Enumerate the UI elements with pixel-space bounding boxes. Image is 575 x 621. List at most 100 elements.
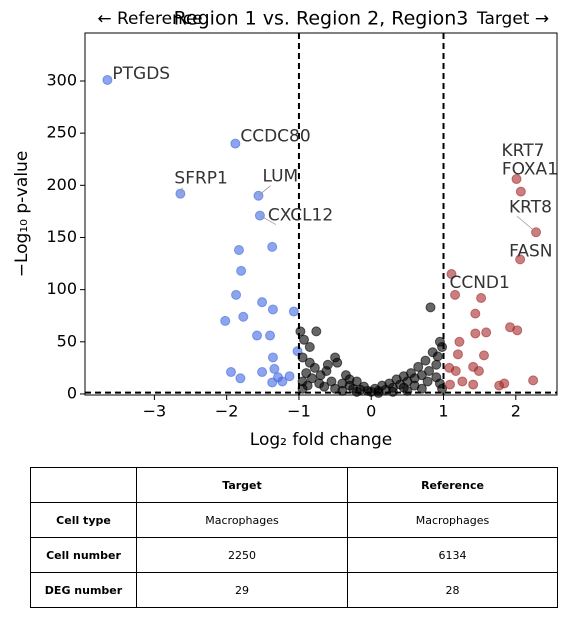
- chart-title: Region 1 vs. Region 2, Region3: [174, 8, 469, 30]
- data-point: [413, 361, 424, 372]
- data-point: [511, 174, 522, 185]
- point-label: CXCL12: [268, 206, 333, 226]
- data-point: [420, 355, 431, 366]
- right-annotation: Target →: [476, 9, 549, 29]
- data-point: [512, 325, 523, 336]
- y-tick-label: 250: [46, 123, 77, 142]
- point-label: CCND1: [449, 273, 509, 293]
- point-label: PTGDS: [112, 64, 170, 84]
- data-point: [306, 373, 317, 384]
- data-point: [454, 336, 465, 347]
- table-header: Target: [136, 467, 348, 503]
- data-point: [332, 357, 343, 368]
- y-axis-label: −Log₁₀ p-value: [12, 151, 32, 278]
- table-header: Reference: [347, 467, 558, 503]
- data-point: [446, 268, 457, 279]
- data-point: [473, 366, 484, 377]
- data-point: [267, 304, 278, 315]
- table-cell: 29: [136, 572, 348, 608]
- data-point: [265, 330, 276, 341]
- data-point: [252, 330, 263, 341]
- data-point: [528, 375, 539, 386]
- data-point: [481, 327, 492, 338]
- x-tick-label: 2: [511, 402, 521, 421]
- point-label: KRT8: [509, 197, 552, 217]
- data-point: [425, 302, 436, 313]
- data-point: [499, 378, 510, 389]
- data-point: [445, 379, 456, 390]
- data-point: [431, 372, 442, 383]
- table-cell: 2250: [136, 537, 348, 573]
- left-annotation: ← Reference: [97, 9, 202, 29]
- x-tick-label: 0: [366, 402, 376, 421]
- data-point: [267, 241, 278, 252]
- data-point: [220, 315, 231, 326]
- data-point: [314, 378, 325, 389]
- row-header: Cell number: [30, 537, 137, 573]
- x-tick-label: −1: [287, 402, 311, 421]
- x-tick-label: −3: [143, 402, 167, 421]
- y-tick-label: 100: [46, 279, 77, 298]
- data-point: [231, 289, 242, 300]
- data-point: [515, 186, 526, 197]
- data-point: [424, 366, 435, 377]
- data-point: [398, 382, 409, 393]
- data-point: [238, 311, 249, 322]
- y-tick-label: 50: [57, 331, 77, 350]
- data-point: [304, 342, 315, 353]
- leader-line: [516, 215, 537, 233]
- table-cell: 28: [347, 572, 558, 608]
- table-corner: [30, 467, 137, 503]
- point-label: SFRP1: [174, 169, 227, 189]
- data-point: [309, 362, 320, 373]
- data-point: [267, 377, 278, 388]
- table-cell: 6134: [347, 537, 558, 573]
- leader-line: [259, 215, 277, 225]
- point-label: CCDC80: [240, 127, 310, 147]
- plot-frame: [84, 32, 558, 396]
- y-tick-label: 150: [46, 227, 77, 246]
- data-point: [452, 349, 463, 360]
- table-cell: Macrophages: [136, 502, 348, 538]
- data-point: [437, 342, 448, 353]
- y-tick-label: 200: [46, 175, 77, 194]
- data-point: [450, 289, 461, 300]
- data-point: [470, 328, 481, 339]
- leader-line: [180, 187, 183, 194]
- data-point: [269, 363, 280, 374]
- data-point: [235, 373, 246, 384]
- data-point: [267, 352, 278, 363]
- row-header: DEG number: [30, 572, 137, 608]
- data-point: [344, 374, 355, 385]
- data-point: [311, 326, 322, 337]
- data-point: [457, 376, 468, 387]
- data-point: [233, 244, 244, 255]
- chart: ← Reference Target → Region 1 vs. Region…: [12, 8, 558, 451]
- data-point: [468, 379, 479, 390]
- data-point: [322, 359, 333, 370]
- table-cell: Macrophages: [347, 502, 558, 538]
- x-tick-label: 1: [438, 402, 448, 421]
- data-point: [422, 376, 433, 387]
- data-point: [102, 74, 113, 85]
- data-point: [277, 376, 288, 387]
- data-point: [284, 371, 295, 382]
- row-header: Cell type: [30, 502, 137, 538]
- data-point: [226, 367, 237, 378]
- leader-line: [258, 185, 271, 197]
- data-point: [230, 138, 241, 149]
- data-point: [299, 334, 310, 345]
- point-label: KRT7: [502, 141, 545, 161]
- data-point: [478, 350, 489, 361]
- info-table: Target Reference Cell type Macrophages M…: [30, 467, 558, 608]
- data-point: [470, 308, 481, 319]
- point-label: FOXA1: [502, 160, 558, 180]
- x-axis-label: Log₂ fold change: [250, 430, 392, 450]
- data-point: [476, 292, 487, 303]
- point-label: LUM: [262, 167, 298, 187]
- data-point: [257, 297, 268, 308]
- data-point: [432, 351, 443, 362]
- data-point: [288, 306, 299, 317]
- data-point: [515, 254, 526, 265]
